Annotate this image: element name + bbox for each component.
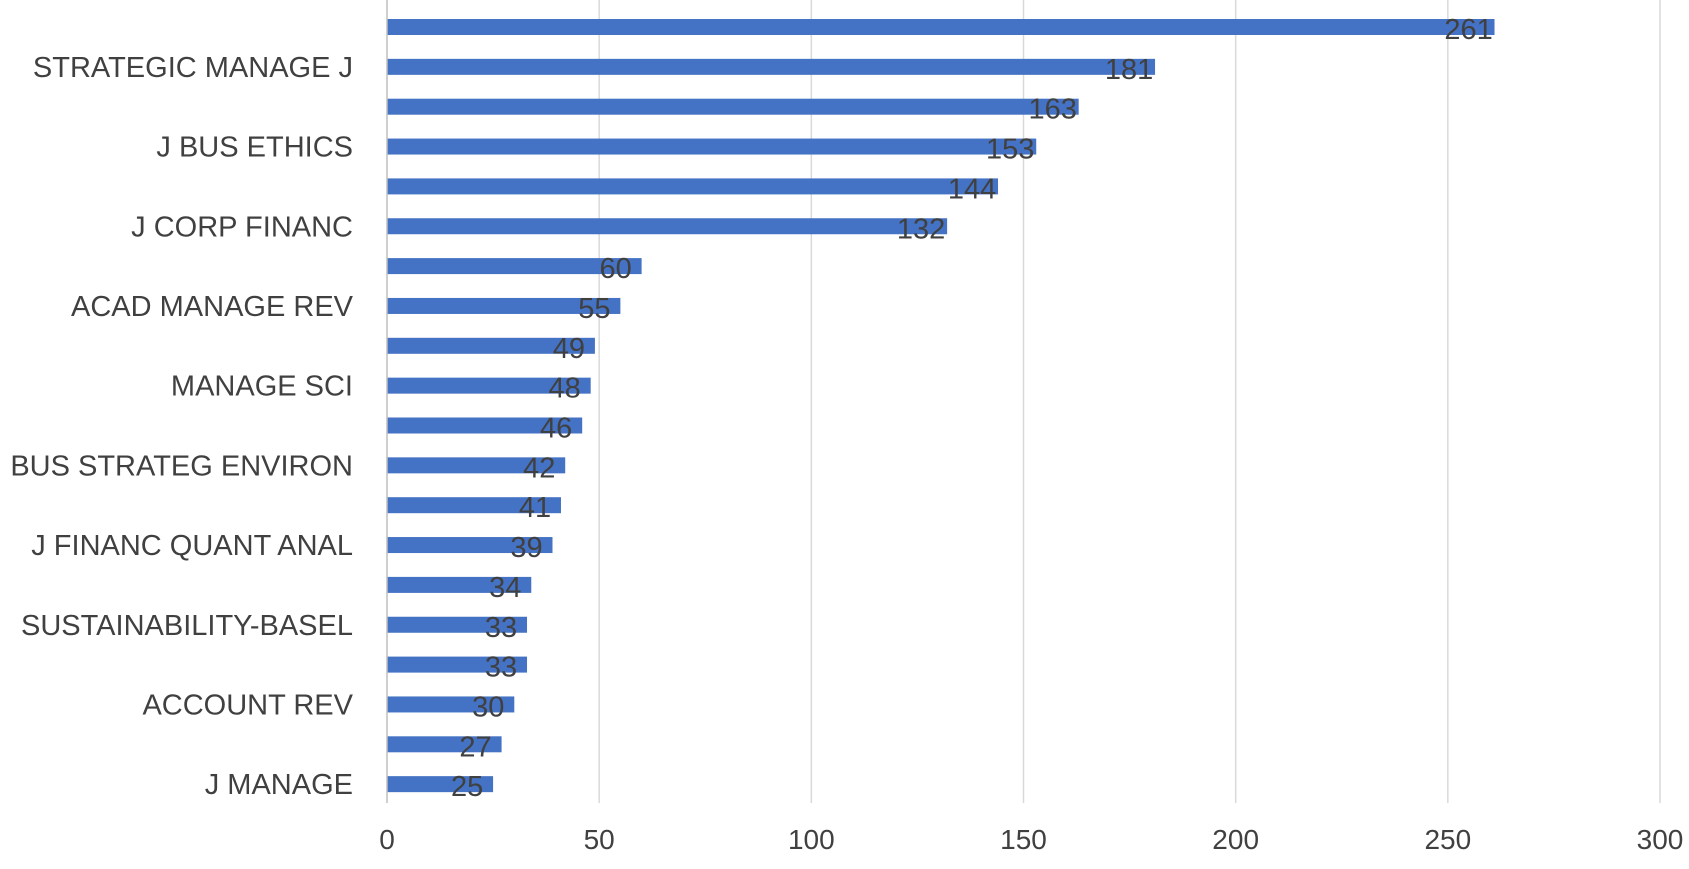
data-label: 42: [523, 452, 555, 484]
bar: [387, 178, 999, 195]
data-label: 41: [519, 492, 551, 524]
bar: [387, 258, 642, 275]
data-label: 261: [1444, 14, 1492, 46]
bar: [387, 337, 595, 354]
data-label: 153: [986, 134, 1034, 166]
data-label: 181: [1105, 54, 1153, 86]
bar: [387, 98, 1079, 115]
bar: [387, 537, 553, 554]
bar: [387, 218, 948, 235]
axes: 0 50 100 150 200 250 300 STRATEGIC MANAGE J J BU…: [10, 0, 1683, 855]
category-label: J FINANC QUANT ANAL: [31, 530, 353, 562]
bar: [387, 297, 621, 314]
bar: [387, 696, 515, 713]
data-label: 55: [578, 293, 610, 325]
gridlines: [598, 0, 1661, 803]
bar: [387, 19, 1495, 35]
category-label: SUSTAINABILITY-BASEL: [21, 610, 353, 642]
bar: [387, 576, 532, 593]
category-label: BUS STRATEG ENVIRON: [10, 450, 353, 482]
category-label: ACAD MANAGE REV: [71, 291, 354, 323]
data-label: 48: [549, 373, 581, 405]
category-label: J BUS ETHICS: [156, 132, 353, 164]
category-label: MANAGE SCI: [171, 371, 353, 403]
bar: [387, 377, 591, 394]
x-tick-label: 150: [1000, 824, 1047, 855]
bar: [387, 457, 566, 474]
bar: [387, 736, 502, 753]
bar: [387, 497, 561, 514]
data-label: 132: [897, 213, 945, 245]
data-label: 60: [599, 253, 631, 285]
bar: [387, 138, 1037, 155]
x-tick-label: 0: [379, 824, 395, 855]
bar: [387, 417, 583, 434]
data-label: 49: [553, 333, 585, 365]
data-label: 30: [472, 691, 504, 723]
data-label: 163: [1028, 94, 1076, 126]
x-tick-label: 50: [584, 824, 615, 855]
bar: [387, 776, 494, 793]
x-tick-label: 250: [1424, 824, 1471, 855]
bars: [387, 19, 1495, 793]
bar: [387, 656, 528, 673]
category-label: STRATEGIC MANAGE J: [33, 52, 353, 84]
x-tick-label: 100: [788, 824, 835, 855]
category-label: J MANAGE: [205, 769, 353, 801]
data-label: 34: [489, 572, 521, 604]
data-label: 27: [459, 731, 491, 763]
x-tick-label: 300: [1637, 824, 1684, 855]
data-label: 46: [540, 413, 572, 445]
x-tick-label: 200: [1212, 824, 1259, 855]
data-label: 33: [485, 652, 517, 684]
data-label: 39: [510, 532, 542, 564]
category-label: ACCOUNT REV: [142, 689, 353, 721]
category-label: J CORP FINANC: [131, 211, 353, 243]
data-label: 25: [451, 771, 483, 803]
data-label: 33: [485, 612, 517, 644]
bar: [387, 58, 1156, 75]
data-label: 144: [948, 173, 996, 205]
bar: [387, 616, 528, 633]
